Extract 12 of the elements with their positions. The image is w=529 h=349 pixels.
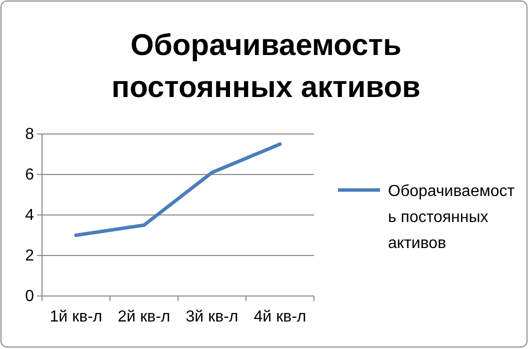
x-tick-label: 3й кв-л	[186, 308, 238, 326]
y-tick-label: 6	[25, 166, 34, 184]
chart-title: Оборачиваемость постоянных активов	[112, 29, 420, 104]
y-tick-label: 2	[25, 248, 34, 265]
y-tick-label: 0	[25, 288, 34, 306]
legend-label: Оборачиваемость постоянных активов	[388, 183, 516, 252]
line-series	[74, 142, 282, 237]
x-tick-label: 1й кв-л	[50, 308, 102, 326]
x-tick-label: 4й кв-л	[254, 308, 306, 326]
x-tick-label: 2й кв-л	[118, 308, 170, 326]
y-tick-label: 8	[25, 126, 34, 144]
y-tick-label: 4	[25, 207, 34, 224]
